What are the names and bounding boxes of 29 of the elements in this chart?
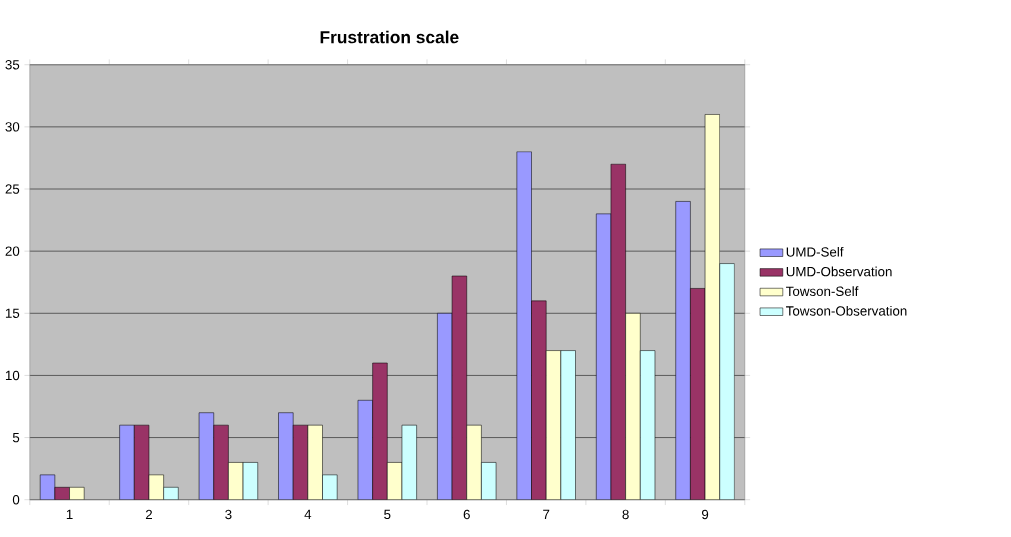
legend-label: UMD-Observation xyxy=(786,266,892,277)
x-tick-label: 4 xyxy=(304,509,312,519)
x-tick-label: 2 xyxy=(145,509,153,520)
y-tick-label: 5 xyxy=(12,432,20,443)
x-tick-label: 6 xyxy=(463,509,470,520)
bar xyxy=(278,412,294,500)
y-tick-label: 10 xyxy=(5,370,20,381)
bar xyxy=(213,424,229,500)
y-tick-label: 0 xyxy=(12,495,20,505)
legend-label: Towson-Self xyxy=(786,286,859,296)
bar xyxy=(516,151,532,500)
bar xyxy=(531,300,547,500)
bar xyxy=(372,362,388,500)
legend-label: Towson-Observation xyxy=(786,305,907,316)
x-tick-label: 3 xyxy=(225,509,232,520)
y-tick-label: 25 xyxy=(5,184,20,194)
y-tick-label: 35 xyxy=(5,60,20,70)
y-tick-label: 30 xyxy=(5,122,20,132)
x-tick-label: 1 xyxy=(66,509,73,519)
x-tick-label: 7 xyxy=(543,509,550,519)
y-tick-label: 20 xyxy=(5,246,20,256)
x-tick-label: 8 xyxy=(622,509,629,520)
y-tick-label: 15 xyxy=(5,308,20,318)
chart-title: Frustration scale xyxy=(320,30,459,44)
bar xyxy=(675,201,691,500)
legend-label: UMD-Self xyxy=(786,246,844,257)
x-tick-label: 9 xyxy=(701,509,709,520)
x-tick-label: 5 xyxy=(384,509,391,520)
bar xyxy=(119,424,135,500)
